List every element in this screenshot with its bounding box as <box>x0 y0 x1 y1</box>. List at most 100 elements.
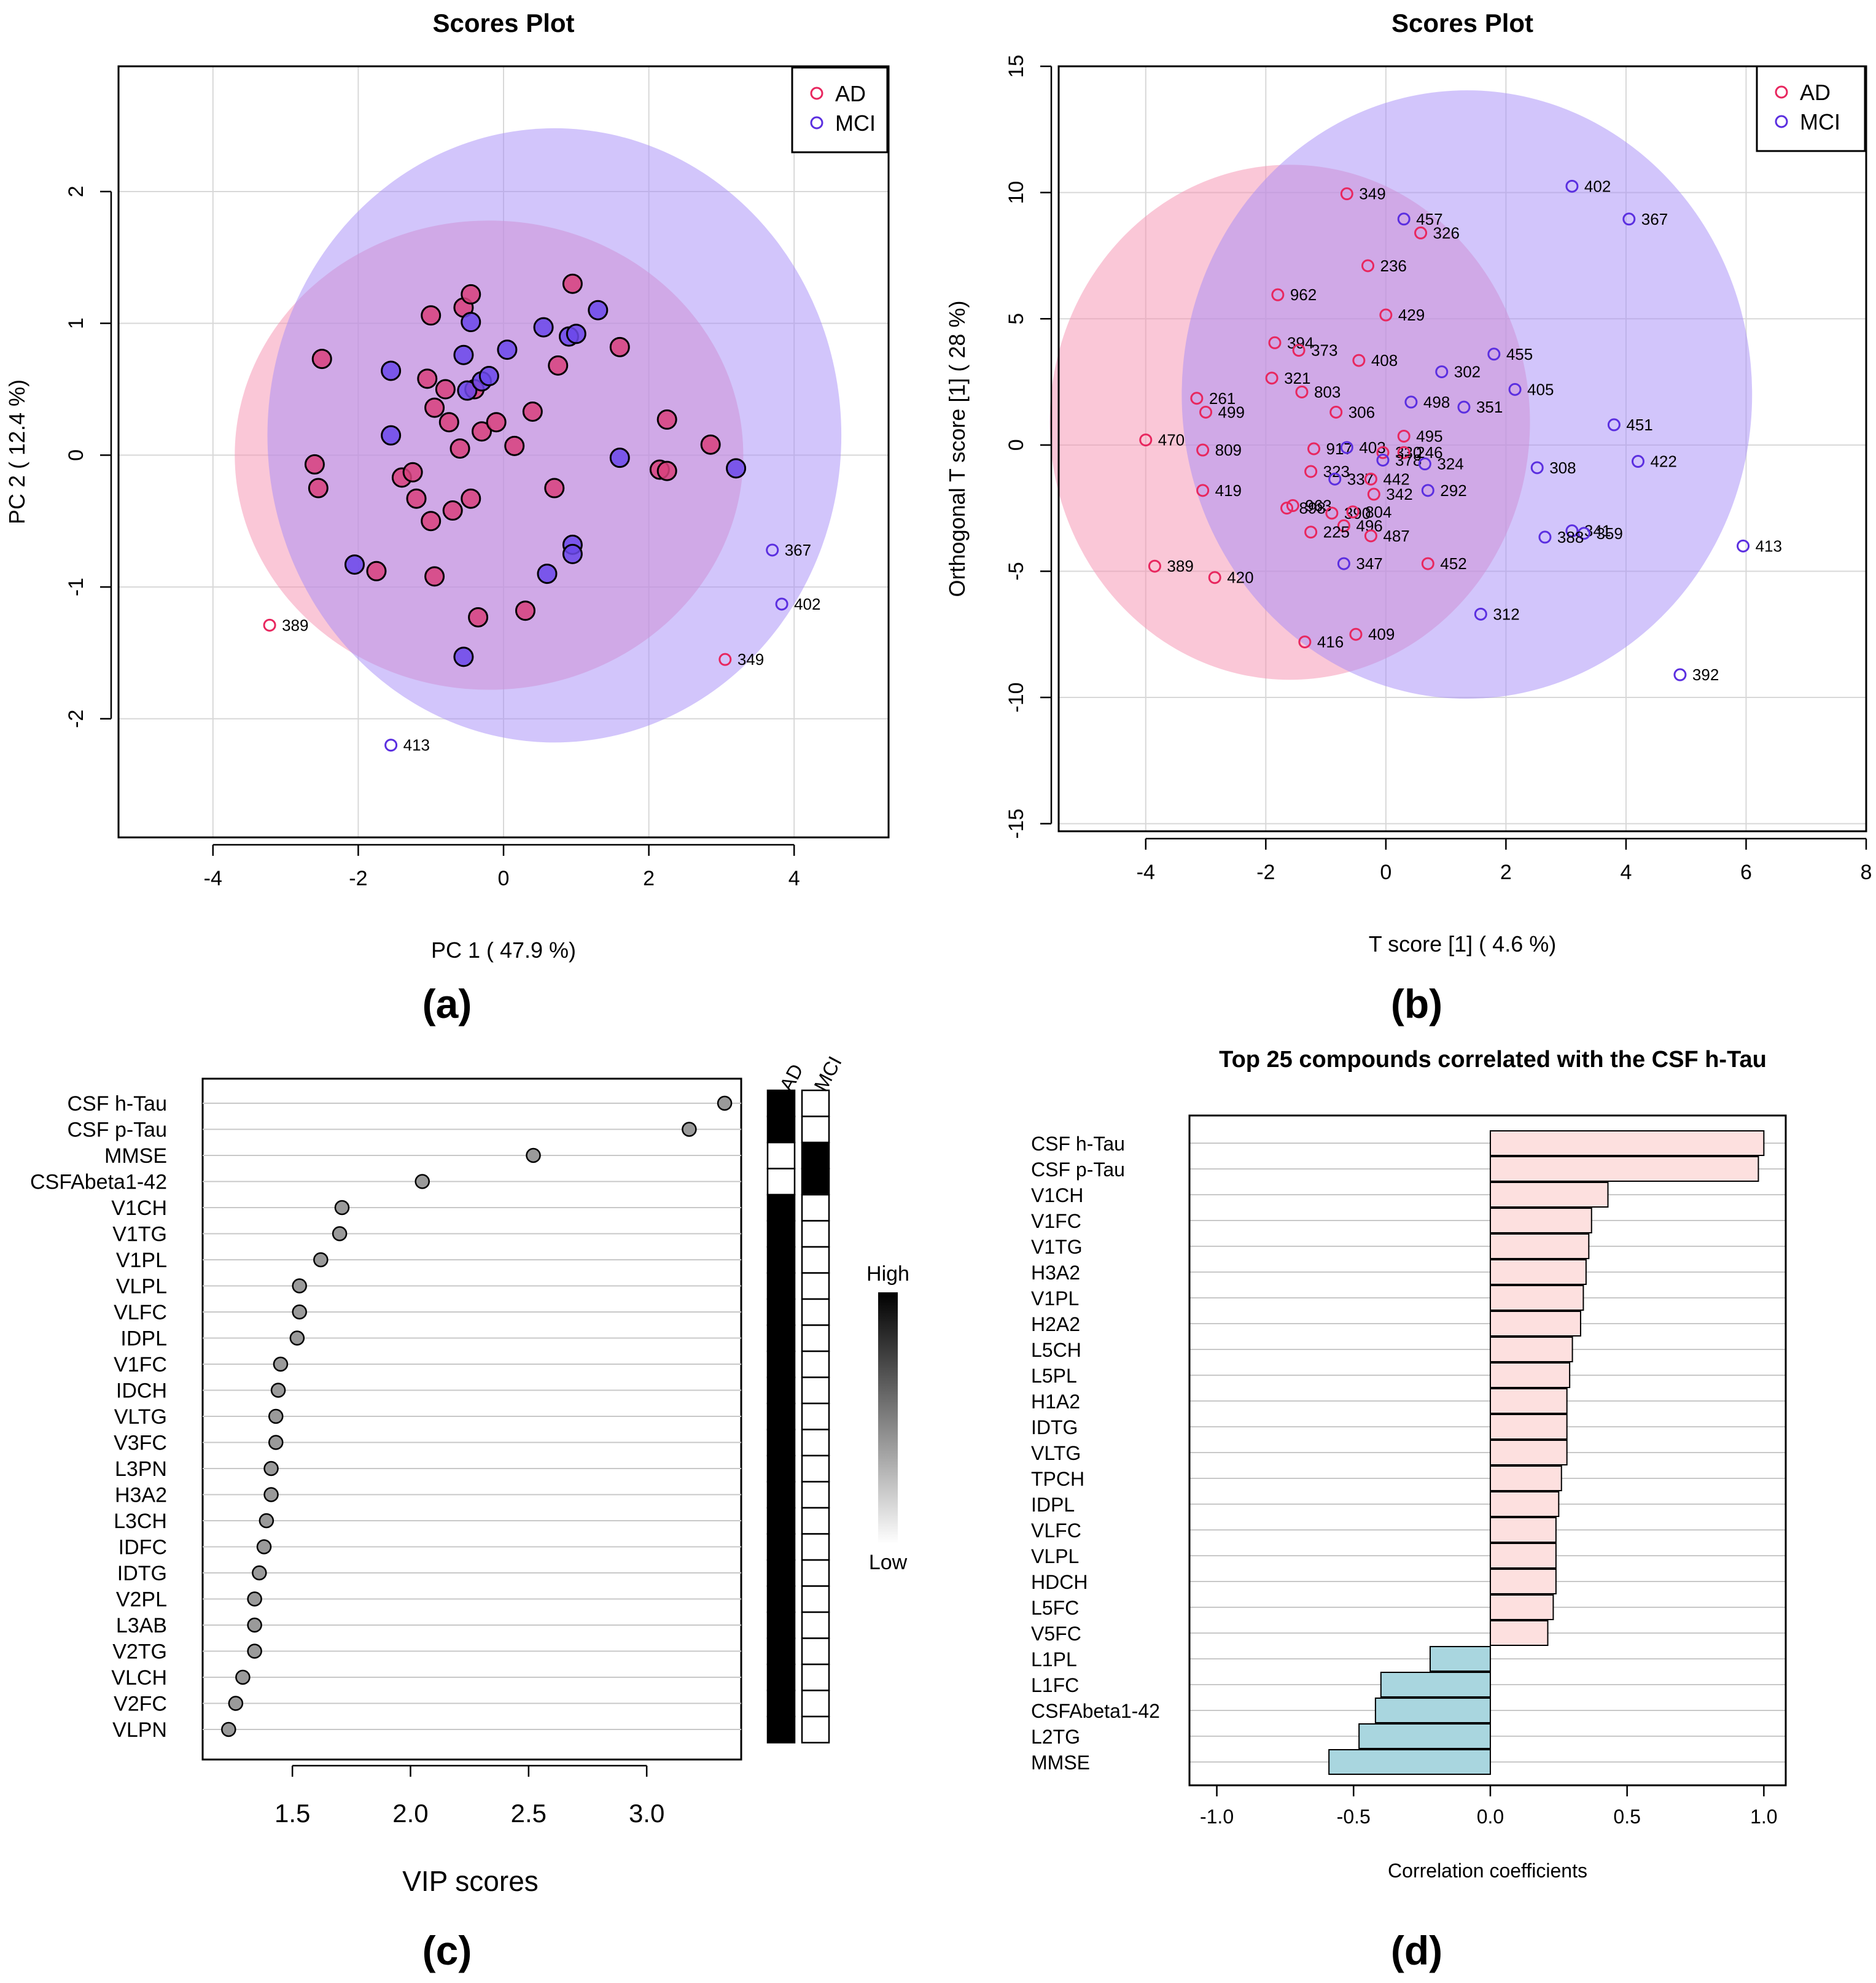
heatmap-cell-ad <box>766 1429 796 1457</box>
plot-frame <box>117 65 890 839</box>
outlier-point-ad <box>1199 405 1213 419</box>
outlier-point-mci <box>1577 527 1590 540</box>
data-point-ad <box>435 379 456 400</box>
correlation-bar <box>1489 1620 1549 1646</box>
heatmap-cell-mci <box>801 1690 830 1718</box>
data-point-ad <box>700 434 721 455</box>
legend-label: MCI <box>835 111 876 136</box>
outlier-point-ad <box>1329 405 1343 419</box>
point-label: 321 <box>1284 369 1310 387</box>
data-point-ad <box>468 607 489 627</box>
vip-point <box>292 1304 307 1320</box>
outlier-point-ad <box>1265 371 1279 385</box>
outlier-point-mci <box>1421 484 1434 497</box>
correlation-bar <box>1489 1311 1581 1337</box>
color-scale-bar <box>878 1292 898 1544</box>
heatmap-cell-mci <box>801 1324 830 1352</box>
heatmap-cell-ad <box>766 1246 796 1274</box>
vip-label: CSFAbeta1-42 <box>30 1171 167 1194</box>
correlation-bar <box>1374 1698 1491 1723</box>
point-label: 347 <box>1356 554 1382 573</box>
plot-frame <box>201 1077 742 1761</box>
data-point-mci <box>726 458 747 479</box>
heatmap-cell-mci <box>801 1559 830 1587</box>
outlier-point-mci <box>1538 530 1552 544</box>
point-label: 359 <box>1596 524 1622 543</box>
outlier-point-ad <box>1337 519 1350 532</box>
point-label: 402 <box>1584 177 1611 195</box>
point-label: 962 <box>1290 285 1317 304</box>
heatmap-cell-mci <box>801 1246 830 1274</box>
outlier-point-ad <box>1364 529 1377 543</box>
point-label: 261 <box>1209 389 1236 408</box>
point-label: 236 <box>1380 257 1407 275</box>
outlier-point-ad <box>1349 627 1363 641</box>
data-point-ad <box>656 460 677 481</box>
outlier-point-mci <box>1565 524 1579 538</box>
heatmap-cell-mci <box>801 1272 830 1300</box>
correlation-bar <box>1489 1517 1557 1543</box>
y-tick-label: 0 <box>64 449 88 461</box>
outlier-point-mci <box>1474 607 1487 621</box>
heatmap-cell-mci <box>801 1298 830 1326</box>
data-point-ad <box>450 438 470 459</box>
panel-a-pca-scores: Scores Plot 389 413 367 402 349 -4 -2 0 2 4 -2 -1 0 1 2… <box>0 0 938 1031</box>
point-label: 457 <box>1416 210 1442 228</box>
heatmap-cell-mci <box>801 1481 830 1509</box>
heatmap-cell-mci <box>801 1116 830 1144</box>
compound-label: CSF h-Tau <box>1031 1133 1125 1155</box>
outlier-point-ad <box>1280 502 1294 515</box>
vip-label: V1PL <box>116 1249 167 1272</box>
point-label: 408 <box>1371 351 1398 370</box>
heatmap-cell-mci <box>801 1089 830 1117</box>
outlier-point-ad <box>1298 635 1312 649</box>
data-point-ad <box>544 478 565 499</box>
heatmap-cell-ad <box>766 1298 796 1326</box>
correlation-bar <box>1489 1130 1765 1156</box>
heatmap-cell-ad <box>766 1663 796 1691</box>
point-label: 422 <box>1650 452 1676 471</box>
correlation-bar <box>1489 1362 1571 1388</box>
x-tick-label: 1.5 <box>274 1799 310 1828</box>
heatmap-cell-mci <box>801 1585 830 1613</box>
outlier-point-mci <box>1565 179 1579 193</box>
data-point-ad <box>486 412 507 433</box>
opls-scores-chart: Scores Plot34945732640236723696242939437… <box>944 9 1872 1026</box>
vip-point <box>526 1147 541 1163</box>
data-point-mci <box>457 380 478 401</box>
outlier-point-mci <box>1622 212 1636 226</box>
legend-label: AD <box>835 81 866 106</box>
data-point-ad <box>609 336 630 357</box>
point-label: 405 <box>1527 380 1554 398</box>
outlier-point-ad <box>1307 442 1321 456</box>
correlation-bar <box>1489 1465 1562 1491</box>
y-tick-label: 1 <box>64 317 88 329</box>
data-point-ad <box>461 488 481 509</box>
correlation-bar <box>1489 1182 1609 1208</box>
correlation-bar <box>1380 1672 1491 1698</box>
point-label: 498 <box>1423 393 1450 411</box>
heatmap-cell-ad <box>766 1585 796 1613</box>
point-label: 367 <box>1641 210 1668 228</box>
plot-frame <box>1057 65 1867 832</box>
outlier-point-ad <box>1414 226 1428 239</box>
pca-scores-chart: Scores Plot 389 413 367 402 349 -4 -2 0 2 4 -2 -1 0 1 2… <box>4 9 890 1026</box>
outlier-point-ad <box>1304 526 1318 539</box>
chart-title: Scores Plot <box>1391 9 1533 37</box>
vip-point <box>717 1095 733 1111</box>
correlation-bar <box>1489 1440 1568 1465</box>
heatmap-cell-ad <box>766 1637 796 1666</box>
x-axis: -1.0 -0.5 0.0 0.5 1.0 <box>1200 1785 1778 1828</box>
vip-point <box>289 1330 305 1346</box>
point-label: 499 <box>1218 403 1245 421</box>
outlier-point-ad <box>1292 344 1306 357</box>
point-label: 804 <box>1365 503 1391 521</box>
data-point-mci <box>537 564 558 584</box>
point-label: 809 <box>1215 441 1242 459</box>
data-point-mci <box>461 312 481 333</box>
point-label: 803 <box>1314 382 1341 401</box>
chart-title: Scores Plot <box>432 9 574 37</box>
outlier-point-mci <box>1457 400 1471 414</box>
